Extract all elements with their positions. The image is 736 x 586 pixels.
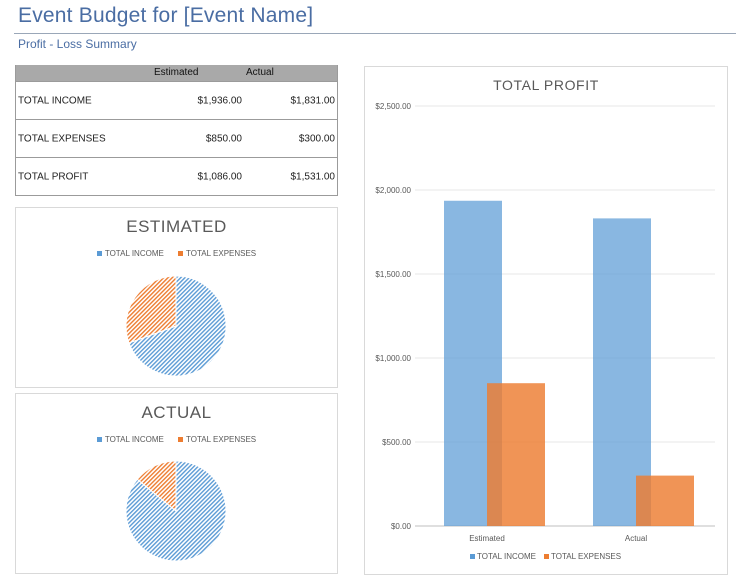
summary-table: Estimated Actual TOTAL INCOME $1,936.00 …: [15, 65, 338, 196]
legend-label: TOTAL INCOME: [104, 249, 164, 258]
estimated-value: $850.00: [205, 133, 242, 144]
table-row: TOTAL EXPENSES $850.00 $300.00: [16, 119, 337, 157]
actual-value: $1,531.00: [290, 171, 336, 182]
total-profit-bar-chart: TOTAL PROFIT $0.00 $500.00 $1,000.00 $1,500…: [375, 77, 715, 561]
pie-slice-expenses: [136, 460, 177, 513]
legend-label: TOTAL EXPENSES: [186, 249, 257, 258]
legend-swatch-income: [470, 554, 475, 559]
legend-swatch-expenses: [178, 437, 184, 443]
y-tick-label: $500.00: [382, 438, 411, 447]
legend-item-income: TOTAL INCOME: [96, 435, 164, 444]
row-label: TOTAL EXPENSES: [18, 133, 106, 144]
row-label: TOTAL INCOME: [18, 95, 92, 106]
bar-chart-legend: TOTAL INCOME TOTAL EXPENSES: [470, 552, 621, 561]
y-tick-label: $0.00: [391, 522, 412, 531]
page-title: Event Budget for [Event Name]: [18, 4, 314, 27]
legend-label: TOTAL INCOME: [104, 435, 164, 444]
legend-item-expenses: TOTAL EXPENSES: [178, 435, 256, 444]
row-label: TOTAL PROFIT: [18, 171, 89, 182]
estimated-pie-legend: TOTAL INCOME TOTAL EXPENSES: [16, 249, 337, 258]
estimated-pie-chart: [125, 275, 227, 377]
bar-actual-expenses: [636, 475, 694, 526]
actual-pie-legend: TOTAL INCOME TOTAL EXPENSES: [16, 435, 337, 444]
actual-value: $300.00: [298, 133, 335, 144]
x-tick-label: Actual: [625, 534, 647, 543]
y-tick-label: $1,500.00: [375, 270, 411, 279]
pie-slice-income: [128, 275, 227, 377]
y-tick-label: $2,000.00: [375, 186, 411, 195]
estimated-value: $1,936.00: [197, 95, 243, 106]
table-header: Estimated Actual: [16, 65, 337, 81]
legend-label: TOTAL EXPENSES: [186, 435, 257, 444]
actual-value: $1,831.00: [290, 95, 336, 106]
table-row: TOTAL PROFIT $1,086.00 $1,531.00: [16, 157, 337, 195]
x-tick-label: Estimated: [469, 534, 505, 543]
estimated-value: $1,086.00: [197, 171, 243, 182]
pie-slice-expenses: [125, 275, 177, 344]
legend-label-income: TOTAL INCOME: [477, 552, 536, 561]
legend-item-expenses: TOTAL EXPENSES: [178, 249, 256, 258]
legend-label-expenses: TOTAL EXPENSES: [551, 552, 621, 561]
legend-swatch-income: [96, 251, 102, 257]
table-row: TOTAL INCOME $1,936.00 $1,831.00: [16, 81, 337, 119]
y-tick-label: $2,500.00: [375, 102, 411, 111]
actual-pie-panel: ACTUAL TOTAL INCOME TOTAL EXPENSES: [15, 393, 338, 574]
bar-estimated-expenses: [487, 383, 545, 526]
y-tick-label: $1,000.00: [375, 354, 411, 363]
page-subtitle: Profit - Loss Summary: [18, 37, 137, 51]
estimated-pie-panel: ESTIMATED TOTAL INCOME TOTAL EXPENSES: [15, 207, 338, 388]
legend-swatch-expenses: [544, 554, 549, 559]
legend-swatch-income: [96, 437, 102, 443]
bar-chart-title: TOTAL PROFIT: [493, 77, 599, 93]
bar-actual-income: [593, 218, 651, 526]
title-divider: [14, 33, 736, 34]
actual-pie-title: ACTUAL: [141, 403, 212, 422]
estimated-pie-title: ESTIMATED: [126, 217, 227, 236]
column-header-estimated: Estimated: [154, 67, 199, 78]
actual-pie-chart: [125, 460, 227, 562]
legend-swatch-expenses: [178, 251, 184, 257]
column-header-actual: Actual: [246, 67, 274, 78]
total-profit-bar-panel: TOTAL PROFIT $0.00 $500.00 $1,000.00 $1,500…: [364, 66, 728, 575]
legend-item-income: TOTAL INCOME: [96, 249, 164, 258]
